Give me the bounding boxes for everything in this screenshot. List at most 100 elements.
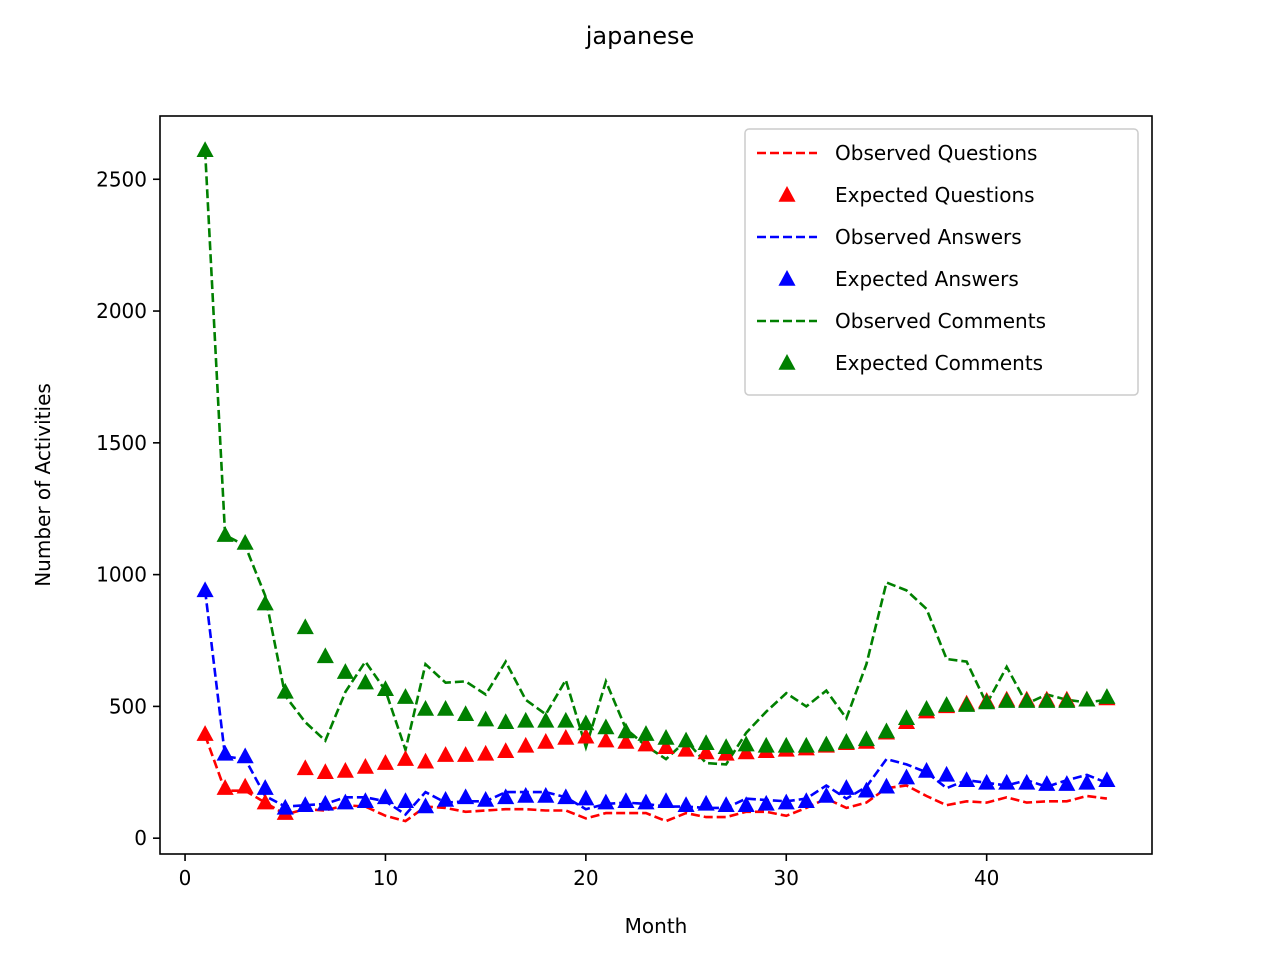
data-point [958,771,976,787]
data-point [477,744,495,761]
data-point [236,533,254,550]
data-point [376,680,395,697]
data-point [797,736,815,753]
legend-entry: Expected Answers [778,267,1019,291]
legend-label: Observed Questions [835,141,1037,165]
data-point [897,768,916,785]
legend: Observed Questions Expected Questions Obse… [744,128,1139,396]
data-point [276,682,294,699]
data-point [737,796,755,812]
data-point [1018,773,1036,790]
legend-entry: Observed Questions [757,141,1037,165]
data-point [236,747,254,764]
x-tick-label: 30 [774,866,799,890]
y-tick-label: 1000 [96,563,147,587]
data-point [477,790,495,807]
data-point [597,731,615,748]
series-line-0 [203,734,1108,823]
data-point [356,758,374,774]
data-point [938,765,956,782]
y-axis: 0 500 1000 1500 2000 2500 [96,167,160,850]
data-point [797,792,815,809]
data-point [557,729,575,745]
data-point [737,735,755,752]
data-point [697,743,715,760]
y-tick-label: 1500 [96,431,147,455]
data-point [396,688,415,704]
data-point [938,696,956,712]
data-point [256,594,274,611]
y-axis-label: Number of Activities [31,383,55,587]
x-tick-label: 0 [179,866,192,890]
data-point [557,788,575,805]
data-point [437,746,455,762]
data-point [857,730,875,747]
data-point [717,738,735,755]
data-point [356,673,374,690]
data-point [457,746,475,762]
legend-box [744,128,1139,396]
legend-marker-swatch [778,354,796,370]
data-point [316,763,334,780]
data-point [597,718,615,735]
legend-label: Expected Comments [835,351,1043,375]
legend-entry: Observed Comments [757,309,1046,333]
data-point [1018,692,1036,708]
data-point [256,779,274,795]
data-point [597,793,615,810]
legend-entry: Observed Answers [757,225,1022,249]
data-point [537,787,555,803]
data-point [617,722,635,739]
data-point [757,736,775,753]
data-point [777,793,795,810]
data-point [497,713,515,729]
data-point [697,794,715,811]
y-tick-label: 2500 [96,167,147,191]
data-point [697,734,715,751]
plot-area [196,141,1116,823]
data-point [437,790,455,807]
data-point [998,692,1016,708]
data-point [577,727,595,744]
data-point [677,796,695,812]
data-point [657,729,675,745]
x-tick-label: 20 [573,866,598,890]
data-point [497,742,515,758]
x-tick-label: 40 [974,866,999,890]
data-point [396,792,415,809]
data-point [1078,690,1096,707]
data-point [517,736,535,753]
data-point [376,754,395,770]
data-point [577,789,595,806]
data-point [917,761,936,778]
data-point [416,797,435,814]
data-point [817,787,835,803]
data-point [376,788,395,805]
legend-label: Expected Answers [835,267,1019,291]
data-point [216,526,234,542]
data-point [817,735,835,752]
data-point [236,777,254,794]
data-point [537,732,555,749]
data-point [557,711,575,728]
data-point [577,714,595,731]
legend-marker-swatch [778,270,796,286]
data-point [1098,688,1116,704]
data-point [1098,771,1116,787]
data-point [637,793,655,810]
data-point [336,761,354,778]
data-point [897,709,916,726]
data-point [336,663,354,679]
data-point [416,752,435,769]
data-point [677,740,695,757]
data-point [857,781,875,798]
data-point [256,793,274,810]
data-point [196,581,214,598]
data-point [276,798,294,815]
data-point [216,744,234,761]
legend-label: Expected Questions [835,183,1035,207]
legend-entry: Expected Comments [778,351,1043,375]
data-point [1078,773,1096,790]
data-point [517,787,535,803]
